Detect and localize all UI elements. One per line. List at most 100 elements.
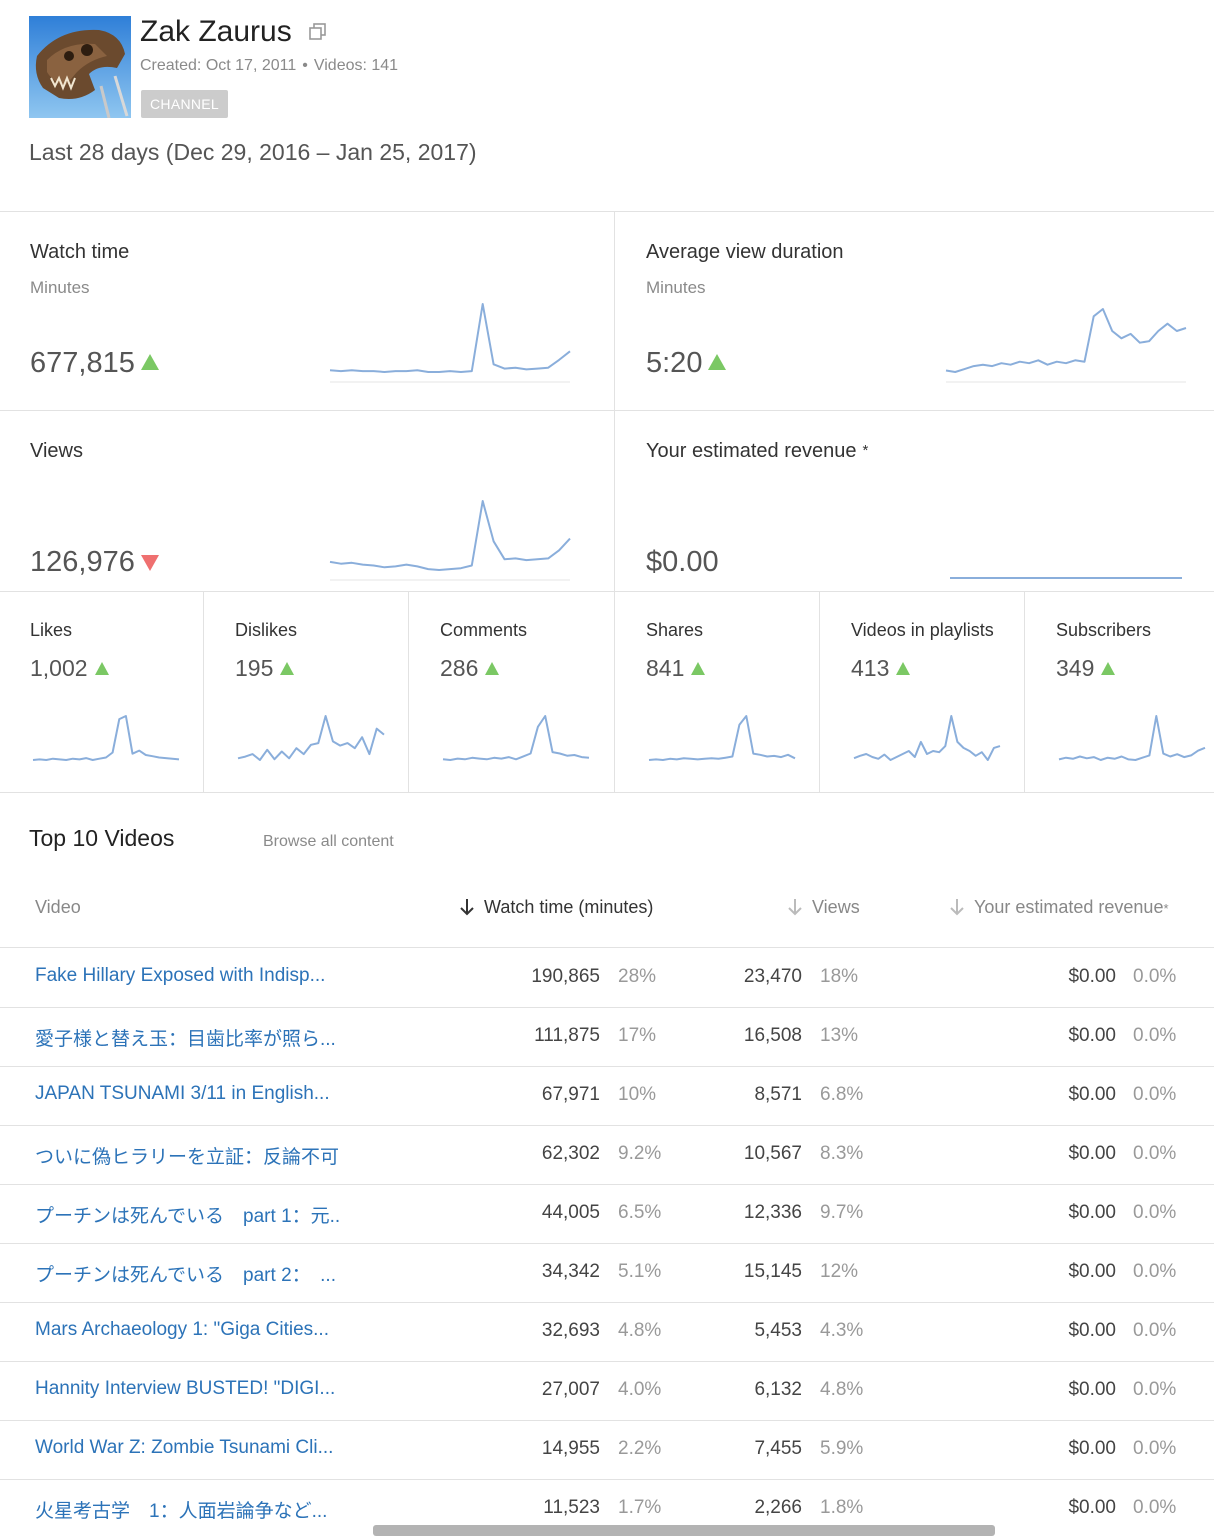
video-title-link[interactable]: Fake Hillary Exposed with Indisp... bbox=[35, 965, 326, 986]
views-percent: 1.8% bbox=[820, 1497, 864, 1518]
revenue-cell: $0.00 bbox=[1068, 1261, 1116, 1282]
open-in-new-icon[interactable] bbox=[308, 22, 328, 42]
horizontal-scrollbar[interactable] bbox=[373, 1525, 995, 1536]
watch-time-cell: 62,302 bbox=[541, 1143, 600, 1164]
watch-time-percent: 9.2% bbox=[618, 1143, 662, 1164]
views-percent: 18% bbox=[820, 966, 859, 987]
table-row: 火星考古学 1：人面岩論争など... 11,523 1.7% 2,266 1.8% $0.… bbox=[0, 1479, 1214, 1536]
subscribers-value: 349 bbox=[1056, 655, 1116, 682]
table-row: 愛子様と替え玉：目歯比率が照ら... 111,875 17% 16,508 13% $0.… bbox=[0, 1007, 1214, 1066]
revenue-cell: $0.00 bbox=[1068, 1379, 1116, 1400]
column-header-revenue[interactable]: Your estimated revenue* bbox=[950, 897, 1169, 918]
revenue-value: $0.00 bbox=[646, 546, 719, 578]
watch-time-percent: 4.0% bbox=[618, 1379, 662, 1400]
dislikes-value: 195 bbox=[235, 655, 295, 682]
revenue-percent: 0.0% bbox=[1133, 1261, 1177, 1282]
views-percent: 13% bbox=[820, 1025, 859, 1046]
revenue-cell: $0.00 bbox=[1068, 1320, 1116, 1341]
row-divider bbox=[0, 1007, 1214, 1008]
watch_time-sparkline-line bbox=[329, 303, 571, 373]
video-title-link[interactable]: プーチンは死んでいる part 2： ... bbox=[35, 1265, 336, 1286]
watch-time-percent: 1.7% bbox=[618, 1497, 662, 1518]
meta-separator: • bbox=[302, 57, 308, 74]
video-title-link[interactable]: JAPAN TSUNAMI 3/11 in English... bbox=[35, 1083, 330, 1104]
shares-value: 841 bbox=[646, 655, 706, 682]
row-divider bbox=[0, 1125, 1214, 1126]
dinosaur-skull-image bbox=[29, 16, 131, 118]
videos-in-playlists-label: Videos in playlists bbox=[851, 620, 994, 640]
revenue-cell: $0.00 bbox=[1068, 1143, 1116, 1164]
views-cell: 16,508 bbox=[743, 1025, 802, 1046]
revenue-cell: $0.00 bbox=[1068, 1202, 1116, 1223]
trend-down-icon bbox=[140, 555, 159, 571]
avg-view-duration-unit: Minutes bbox=[646, 278, 706, 297]
revenue-cell: $0.00 bbox=[1068, 1497, 1116, 1518]
comments-sparkline bbox=[442, 715, 590, 761]
subscribers-label: Subscribers bbox=[1056, 620, 1152, 640]
comments-label: Comments bbox=[440, 620, 528, 640]
video-title-link[interactable]: 火星考古学 1：人面岩論争など... bbox=[35, 1501, 328, 1522]
browse-all-content-link[interactable]: Browse all content bbox=[263, 833, 394, 850]
table-row: Hannity Interview BUSTED! "DIGI... 27,007… bbox=[0, 1361, 1214, 1420]
video-title-link[interactable]: World War Z: Zombie Tsunami Cli... bbox=[35, 1437, 334, 1458]
channel-name[interactable]: Zak Zaurus bbox=[140, 15, 292, 48]
watch-time-cell: 27,007 bbox=[541, 1379, 600, 1400]
column-header-views[interactable]: Views bbox=[788, 897, 860, 918]
watch-time-cell: 67,971 bbox=[541, 1084, 600, 1105]
watch-time-label: Watch time bbox=[30, 241, 130, 263]
video-title-link[interactable]: ついに偽ヒラリーを立証：反論不可... bbox=[35, 1147, 340, 1168]
table-row: World War Z: Zombie Tsunami Cli... 14,955… bbox=[0, 1420, 1214, 1479]
video-title-link[interactable]: プーチンは死んでいる part 1：元... bbox=[35, 1206, 340, 1227]
watch-time-percent: 17% bbox=[618, 1025, 657, 1046]
dislikes-sparkline bbox=[237, 715, 385, 761]
top-videos-title: Top 10 Videos bbox=[29, 825, 175, 851]
divider bbox=[819, 591, 820, 792]
row-divider bbox=[0, 1184, 1214, 1185]
sort-down-arrow-icon bbox=[950, 899, 964, 916]
table-row: ついに偽ヒラリーを立証：反論不可... 62,302 9.2% 10,567 8.3% $… bbox=[0, 1125, 1214, 1184]
row-divider bbox=[0, 1479, 1214, 1480]
video-title-link[interactable]: Hannity Interview BUSTED! "DIGI... bbox=[35, 1378, 336, 1399]
divider bbox=[203, 591, 204, 792]
shares-label: Shares bbox=[646, 620, 704, 640]
column-header-watch-time[interactable]: Watch time (minutes) bbox=[460, 897, 653, 918]
row-divider bbox=[0, 1066, 1214, 1067]
trend-up-icon bbox=[1101, 662, 1116, 675]
views-cell: 15,145 bbox=[743, 1261, 802, 1282]
videos-in-playlists-value: 413 bbox=[851, 655, 911, 682]
views-cell: 6,132 bbox=[754, 1379, 802, 1400]
revenue-percent: 0.0% bbox=[1133, 966, 1177, 987]
trend-up-icon bbox=[708, 354, 727, 370]
sort-down-arrow-icon bbox=[460, 899, 474, 916]
likes-label: Likes bbox=[30, 620, 73, 640]
revenue-label: Your estimated revenue * bbox=[646, 440, 869, 462]
watch-time-percent: 4.8% bbox=[618, 1320, 662, 1341]
video-title-link[interactable]: Mars Archaeology 1: "Giga Cities... bbox=[35, 1319, 329, 1340]
watch-time-value: 677,815 bbox=[30, 347, 159, 380]
revenue-percent: 0.0% bbox=[1133, 1320, 1177, 1341]
divider bbox=[0, 792, 1214, 793]
date-range[interactable]: Last 28 days (Dec 29, 2016 – Jan 25, 201… bbox=[29, 139, 477, 165]
trend-up-icon bbox=[691, 662, 706, 675]
views-percent: 9.7% bbox=[820, 1202, 864, 1223]
revenue-percent: 0.0% bbox=[1133, 1497, 1177, 1518]
divider bbox=[0, 211, 1214, 212]
table-row: Mars Archaeology 1: "Giga Cities... 32,69… bbox=[0, 1302, 1214, 1361]
revenue-cell: $0.00 bbox=[1068, 1084, 1116, 1105]
views-cell: 23,470 bbox=[743, 966, 802, 987]
views-percent: 12% bbox=[820, 1261, 859, 1282]
video-title-link[interactable]: 愛子様と替え玉：目歯比率が照ら... bbox=[35, 1029, 336, 1050]
videos-in-playlists-sparkline bbox=[853, 715, 1001, 761]
views-value: 126,976 bbox=[30, 546, 159, 579]
table-row: プーチンは死んでいる part 1：元... 44,005 6.5% 12,336 9.… bbox=[0, 1184, 1214, 1243]
created-date: Created: Oct 17, 2011 bbox=[140, 57, 297, 74]
trend-up-icon bbox=[140, 354, 159, 370]
likes-sparkline-line bbox=[32, 715, 180, 761]
views-percent: 5.9% bbox=[820, 1438, 864, 1459]
views-percent: 8.3% bbox=[820, 1143, 864, 1164]
row-divider bbox=[0, 1302, 1214, 1303]
table-row: Fake Hillary Exposed with Indisp... 190,8… bbox=[0, 948, 1214, 1007]
divider bbox=[0, 591, 1214, 592]
channel-avatar[interactable] bbox=[29, 16, 131, 118]
channel-meta: Created: Oct 17, 2011 • Videos: 141 bbox=[140, 57, 398, 75]
